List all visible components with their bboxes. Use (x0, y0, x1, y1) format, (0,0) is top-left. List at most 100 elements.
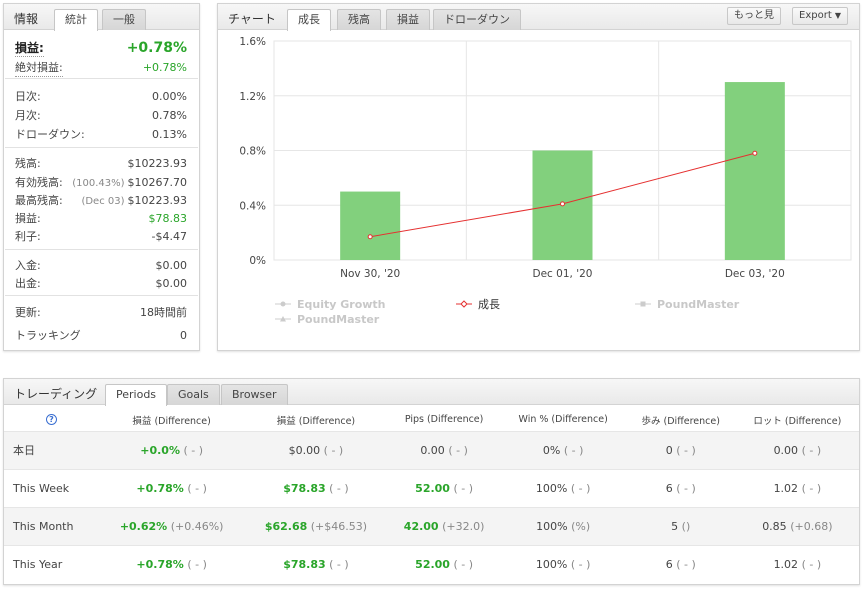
legend-marker (460, 300, 468, 308)
column-header[interactable]: 損益 (Difference) (276, 415, 356, 427)
period-label: This Month (4, 506, 99, 545)
legend-label[interactable]: PoundMaster (657, 298, 740, 311)
cell-diff: ( - ) (801, 557, 822, 571)
tab-drawdown[interactable]: ドローダウン (433, 9, 521, 30)
cell-diff: ( - ) (453, 481, 474, 495)
stat-label: 絶対損益: (15, 60, 63, 77)
line-point (560, 201, 565, 207)
cell-value: 0 (665, 443, 673, 457)
table-cell: $78.83 ( - ) (244, 468, 388, 507)
tab-growth[interactable]: 成長 (287, 9, 331, 31)
tab-stats[interactable]: 統計 (54, 9, 98, 31)
table-cell: +0.78% ( - ) (99, 468, 245, 507)
more-button[interactable]: もっと見 (727, 7, 781, 25)
tab-browser[interactable]: Browser (221, 384, 288, 405)
table-cell: 100% (%) (500, 506, 626, 545)
table-row: This Week +0.78% ( - ) $78.83 ( - ) 52.00 (… (4, 468, 859, 507)
cell-value: 1.02 (773, 481, 799, 495)
table-cell: $78.83 ( - ) (244, 544, 388, 583)
stat-amount: $10223.93 (127, 194, 188, 207)
column-header[interactable]: Win % (Difference) (518, 414, 608, 426)
tab-goals[interactable]: Goals (167, 384, 220, 405)
cell-diff: ( - ) (676, 557, 696, 571)
growth-chart: 1.6% 1.2% 0.8% 0.4% 0% Nov 30, '20 Dec 01, '20… (239, 36, 852, 326)
stat-row: 最高残高: (Dec 03) $10223.93 (15, 193, 187, 209)
cell-value: 5 (671, 519, 679, 533)
table-cell: 52.00 ( - ) (387, 468, 501, 507)
stat-row: 利子: -$4.47 (15, 229, 187, 245)
table-body: 本日 +0.0% ( - ) $0.00 ( - ) 0.00 ( - ) 0% ( -… (4, 430, 859, 583)
trading-title: トレーディング (14, 387, 98, 401)
stat-row: 有効残高: (100.43%) $10267.70 (15, 175, 187, 191)
stat-label: 出金: (15, 277, 41, 290)
chart-tabbar: チャート 成長 残高 損益 ドローダウン もっと見 Export ▼ (218, 4, 859, 31)
stat-label: 損益: (15, 41, 44, 57)
trading-panel: トレーディング Periods Goals Browser ? 損益 (Diff… (3, 378, 860, 585)
cell-value: $78.83 (283, 557, 326, 571)
cell-value: $78.83 (283, 481, 326, 495)
table-cell: 1.02 ( - ) (735, 468, 859, 507)
stat-label: 残高: (15, 157, 41, 170)
legend-label[interactable]: Equity Growth (297, 298, 386, 311)
cell-value: 52.00 (415, 557, 450, 571)
tab-general[interactable]: 一般 (102, 9, 146, 30)
stat-label: トラッキング (15, 329, 81, 342)
cell-diff: ( - ) (448, 443, 468, 457)
legend-marker (280, 316, 286, 322)
stat-row: 損益: +0.78% (15, 40, 187, 57)
tab-balance[interactable]: 残高 (337, 9, 381, 30)
stat-value: (100.43%) $10267.70 (72, 175, 187, 192)
period-label: This Week (4, 468, 99, 507)
cell-diff: ( - ) (453, 557, 474, 571)
stat-label: 日次: (15, 90, 41, 103)
column-header[interactable]: Pips (Difference) (404, 414, 484, 426)
stat-row: 残高: $10223.93 (15, 156, 187, 172)
cell-diff: ( - ) (570, 481, 591, 495)
help-header: ? (4, 409, 99, 431)
table-cell: 6 ( - ) (625, 544, 736, 583)
table-cell: 52.00 ( - ) (387, 544, 501, 583)
cell-value: 100% (535, 481, 568, 495)
cell-value: 1.02 (773, 557, 799, 571)
table-cell: +0.78% ( - ) (99, 544, 245, 583)
stat-row: 更新: 18時間前 (15, 305, 187, 321)
cell-value: 0.00 (420, 443, 445, 457)
table-cell: 0.00 ( - ) (735, 430, 859, 469)
column-header[interactable]: ロット (Difference) (753, 415, 842, 427)
stat-value: 18時間前 (140, 306, 187, 319)
tab-profit[interactable]: 損益 (386, 9, 430, 30)
period-label: This Year (4, 544, 99, 583)
cell-diff: ( - ) (187, 557, 207, 571)
column-header[interactable]: 損益 (Difference) (132, 415, 211, 427)
cell-value: +0.78% (136, 481, 184, 495)
stat-label: 入金: (15, 259, 41, 272)
table-cell: 0% ( - ) (500, 430, 626, 469)
export-label: Export (799, 10, 832, 21)
cell-diff: (+$46.53) (310, 519, 368, 533)
legend-label[interactable]: PoundMaster (297, 313, 380, 326)
export-button[interactable]: Export ▼ (792, 7, 849, 25)
cell-value: +0.0% (140, 443, 180, 457)
cell-diff: ( - ) (187, 481, 207, 495)
table-cell: $0.00 ( - ) (244, 430, 388, 469)
stat-value: (Dec 03) $10223.93 (81, 193, 187, 210)
table-row: This Month +0.62% (+0.46%) $62.68 (+$46.53… (4, 506, 859, 545)
stat-row: 日次: 0.00% (15, 89, 187, 105)
info-tabbar: 情報 統計 一般 (4, 4, 199, 31)
bar (724, 82, 785, 260)
stat-label: 損益: (15, 212, 41, 225)
legend-label[interactable]: 成長 (478, 298, 500, 311)
cell-value: +0.62% (119, 519, 168, 533)
cell-diff: ( - ) (329, 481, 349, 495)
tab-periods[interactable]: Periods (105, 384, 168, 406)
help-icon[interactable]: ? (46, 414, 57, 426)
column-header[interactable]: 歩み (Difference) (641, 415, 720, 427)
cell-value: +0.78% (136, 557, 184, 571)
table-cell: +0.62% (+0.46%) (99, 506, 245, 545)
cell-diff: ( - ) (323, 443, 344, 457)
stat-value: -$4.47 (151, 230, 187, 243)
trading-periods-table: ? 損益 (Difference) 損益 (Difference) Pips (Di… (4, 409, 859, 583)
stat-label: 月次: (15, 109, 41, 122)
stat-row: トラッキング 0 (15, 328, 187, 344)
cell-value: $0.00 (288, 443, 321, 457)
